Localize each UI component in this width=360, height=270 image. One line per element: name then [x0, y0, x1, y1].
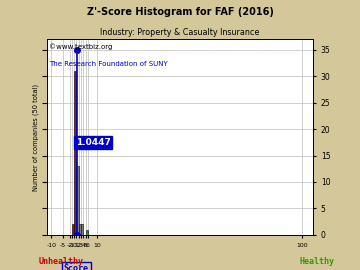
- Bar: [86, 230, 88, 235]
- Text: Healthy: Healthy: [299, 257, 334, 266]
- Text: Score: Score: [64, 264, 89, 270]
- Y-axis label: Number of companies (50 total): Number of companies (50 total): [33, 83, 39, 191]
- Text: The Research Foundation of SUNY: The Research Foundation of SUNY: [49, 61, 168, 67]
- Text: Z'-Score Histogram for FAF (2016): Z'-Score Histogram for FAF (2016): [86, 7, 274, 17]
- Text: Industry: Property & Casualty Insurance: Industry: Property & Casualty Insurance: [100, 28, 260, 37]
- Text: ©www.textbiz.org: ©www.textbiz.org: [49, 43, 113, 50]
- Bar: [74, 71, 76, 235]
- Bar: [81, 224, 83, 235]
- Bar: [72, 224, 74, 235]
- Bar: [79, 224, 81, 235]
- Text: 1.0447: 1.0447: [76, 138, 111, 147]
- Bar: [76, 166, 79, 235]
- Text: Unhealthy: Unhealthy: [39, 257, 84, 266]
